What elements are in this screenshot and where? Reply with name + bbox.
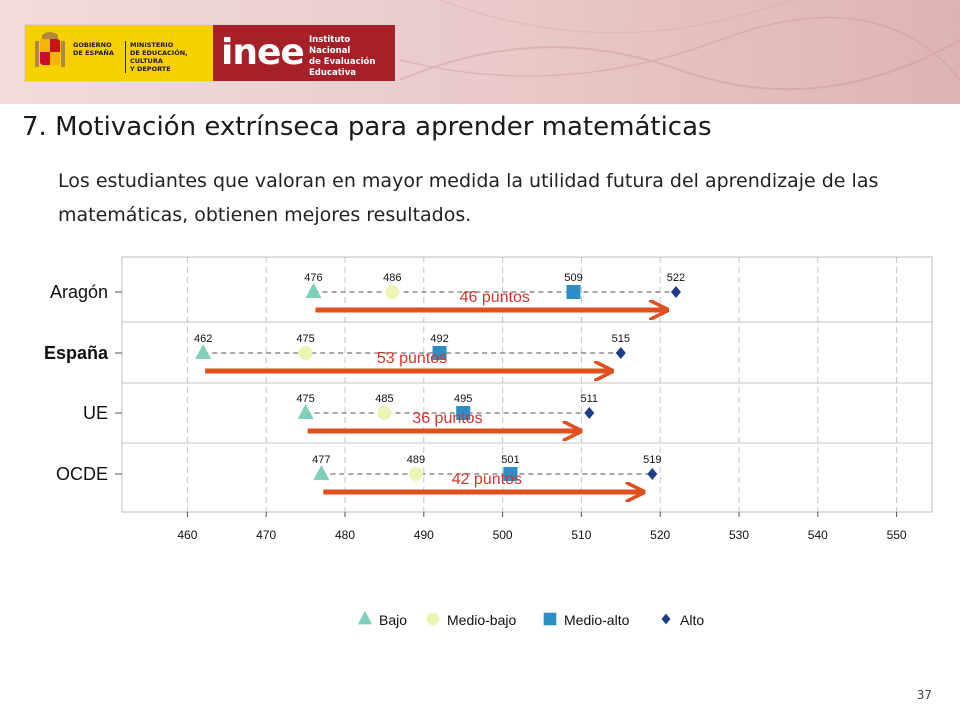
- point-value-label: 462: [194, 333, 212, 345]
- difference-label: 53 puntos: [377, 350, 447, 367]
- point-value-label: 511: [581, 393, 599, 405]
- point-value-label: 489: [407, 454, 425, 466]
- point-triangle: [305, 283, 322, 298]
- legend-marker-diamond: [661, 613, 671, 625]
- point-diamond: [670, 286, 681, 298]
- x-tick-label: 550: [887, 528, 907, 542]
- x-tick-label: 540: [808, 528, 828, 542]
- point-diamond: [615, 347, 626, 359]
- coat-of-arms-icon: [35, 32, 65, 67]
- header-band: GOBIERNO DE ESPAÑA MINISTERIO DE EDUCACI…: [0, 0, 960, 104]
- point-value-label: 486: [383, 272, 401, 284]
- legend-label: Medio-alto: [564, 612, 630, 628]
- point-value-label: 485: [375, 393, 393, 405]
- point-value-label: 475: [296, 333, 314, 345]
- point-value-label: 495: [454, 393, 472, 405]
- point-triangle: [195, 344, 212, 359]
- point-value-label: 492: [430, 333, 448, 345]
- category-label: UE: [83, 403, 108, 423]
- point-square: [566, 285, 581, 299]
- category-label: Aragón: [50, 282, 108, 302]
- category-label: España: [44, 343, 109, 363]
- legend-marker-circle: [426, 612, 440, 626]
- inee-text: Instituto Nacional de Evaluación Educati…: [309, 35, 376, 78]
- point-value-label: 476: [304, 272, 322, 284]
- category-label: OCDE: [56, 464, 108, 484]
- point-diamond: [647, 468, 658, 480]
- point-value-label: 509: [564, 272, 582, 284]
- x-tick-label: 500: [493, 528, 513, 542]
- plot-area: [121, 256, 933, 513]
- legend-label: Alto: [680, 612, 704, 628]
- slide-title: 7. Motivación extrínseca para aprender m…: [22, 112, 712, 142]
- point-triangle: [313, 465, 330, 480]
- ministerio-text: MINISTERIO DE EDUCACIÓN, CULTURA Y DEPOR…: [125, 41, 216, 73]
- gobierno-text: GOBIERNO DE ESPAÑA: [73, 41, 114, 57]
- point-circle: [298, 346, 313, 360]
- x-tick-label: 460: [177, 528, 197, 542]
- point-square: [503, 467, 518, 481]
- point-circle: [377, 406, 392, 420]
- point-value-label: 515: [612, 333, 630, 345]
- header-pattern: [400, 0, 960, 91]
- point-square: [432, 346, 447, 360]
- point-value-label: 477: [312, 454, 330, 466]
- legend-marker-triangle: [357, 610, 373, 625]
- x-tick-label: 470: [256, 528, 276, 542]
- point-value-label: 501: [501, 454, 519, 466]
- legend-marker-square: [543, 612, 557, 626]
- logo-box: GOBIERNO DE ESPAÑA MINISTERIO DE EDUCACI…: [24, 24, 396, 82]
- x-tick-label: 510: [571, 528, 591, 542]
- point-circle: [385, 285, 400, 299]
- difference-label: 46 puntos: [460, 289, 530, 306]
- x-tick-label: 520: [650, 528, 670, 542]
- x-tick-label: 490: [414, 528, 434, 542]
- point-square: [456, 406, 471, 420]
- difference-label: 36 puntos: [412, 410, 482, 427]
- point-value-label: 522: [667, 272, 685, 284]
- point-diamond: [584, 407, 595, 419]
- legend-label: Bajo: [379, 612, 407, 628]
- x-tick-label: 530: [729, 528, 749, 542]
- inee-logo: inee Instituto Nacional de Evaluación Ed…: [213, 25, 395, 81]
- point-triangle: [297, 404, 314, 419]
- gobierno-logo: GOBIERNO DE ESPAÑA MINISTERIO DE EDUCACI…: [25, 25, 213, 81]
- legend-label: Medio-bajo: [447, 612, 516, 628]
- difference-label: 42 puntos: [452, 471, 522, 488]
- inee-word: inee: [221, 32, 305, 73]
- slide-subtitle: Los estudiantes que valoran en mayor med…: [58, 170, 879, 226]
- point-circle: [408, 467, 423, 481]
- point-value-label: 475: [296, 393, 314, 405]
- slide-number: 37: [916, 688, 932, 702]
- x-tick-label: 480: [335, 528, 355, 542]
- point-value-label: 519: [643, 454, 661, 466]
